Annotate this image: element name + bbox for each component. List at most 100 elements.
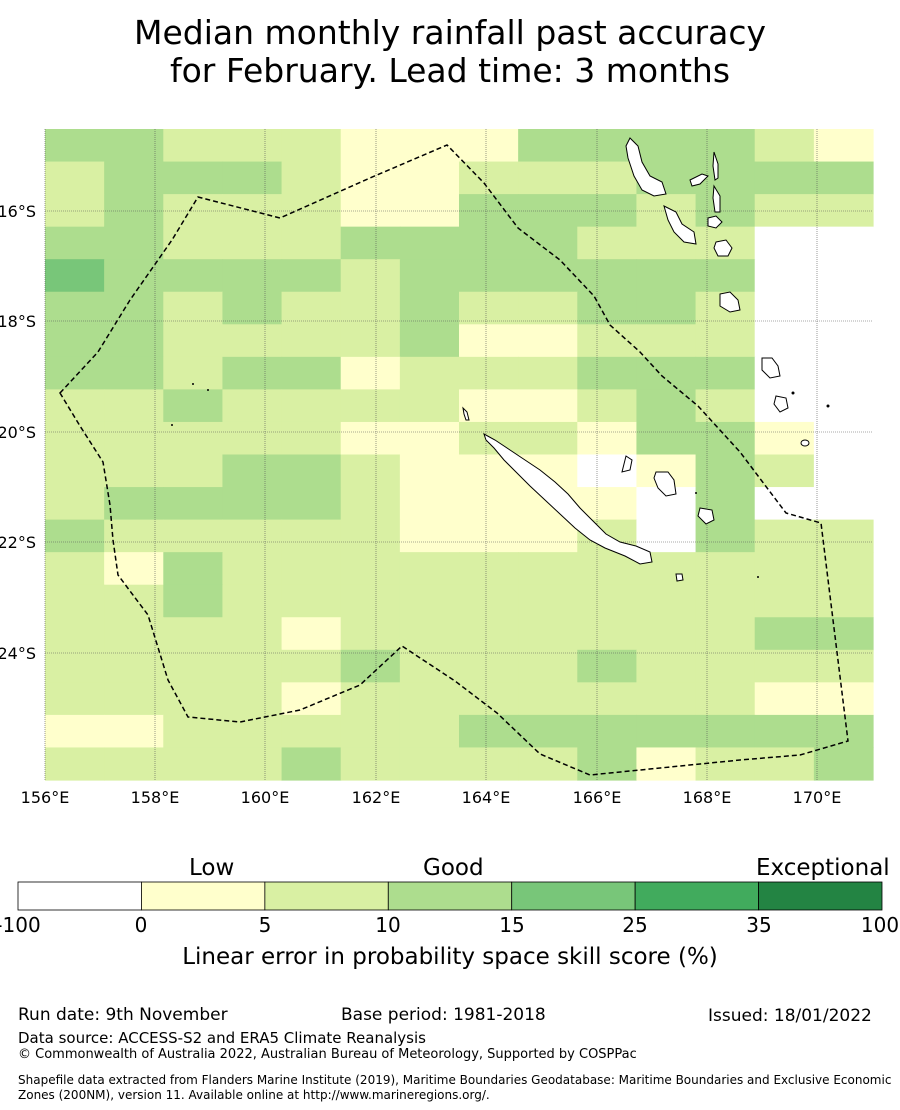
malekula-island: [663, 205, 697, 245]
grid-cell: [399, 226, 460, 260]
latitude-label: 20°S: [0, 423, 36, 442]
grid-cell: [163, 552, 224, 586]
grid-cell: [340, 584, 401, 618]
grid-cell: [45, 617, 105, 651]
longitude-label: 164°E: [462, 788, 511, 807]
grid-cell: [636, 617, 697, 651]
graticule: [44, 129, 873, 780]
legend-exceptional-label: Exceptional: [756, 855, 890, 881]
grid-cell: [459, 617, 519, 651]
grid-cell: [163, 487, 224, 521]
grid-cell: [459, 389, 519, 423]
pentecost-island: [712, 184, 721, 213]
grid-cell: [754, 552, 815, 586]
colorbar-tick: 0: [134, 913, 148, 937]
grid-cell: [518, 747, 578, 781]
grid-cell: [104, 226, 164, 260]
grid-cell: [577, 584, 638, 618]
grid-cell: [399, 389, 460, 423]
grid-cell: [104, 584, 164, 618]
grid-cell: [459, 747, 519, 781]
grid-cell: [577, 747, 638, 781]
grid-cell: [399, 682, 460, 716]
grid-cell: [340, 519, 401, 553]
shapefile-credit: Shapefile data extracted from Flanders M…: [18, 1073, 892, 1102]
ambae-island: [689, 173, 709, 187]
grid-cell: [281, 356, 342, 390]
legend-good-label: Good: [423, 855, 484, 881]
grid-cell: [163, 389, 224, 423]
small-islet: [207, 389, 209, 391]
grid-cell: [45, 519, 105, 553]
grid-cell: [45, 291, 105, 325]
grid-cell: [222, 584, 283, 618]
grid-cell: [518, 519, 578, 553]
longitude-label: 158°E: [131, 788, 180, 807]
colorbar-tick: -100: [0, 913, 41, 937]
grid-cell: [813, 226, 874, 260]
grid-cell: [577, 356, 638, 390]
grid-cell: [399, 747, 460, 781]
grid-cell: [340, 649, 401, 683]
base-period: Base period: 1981-2018: [341, 1005, 546, 1025]
grid-cell: [518, 291, 578, 325]
grid-cell: [222, 259, 283, 293]
colorbar: [17, 881, 883, 911]
longitude-label: 162°E: [352, 788, 401, 807]
small-islet: [171, 424, 173, 426]
grid-cell: [104, 552, 164, 586]
grid-cell: [754, 226, 815, 260]
grid-cell: [399, 194, 460, 228]
grid-cell: [813, 194, 874, 228]
colorbar-tick: 100: [860, 913, 900, 937]
colorbar-tick: 35: [746, 913, 772, 937]
grid-cell: [754, 747, 815, 781]
grid-cell: [399, 421, 460, 456]
small-islet: [826, 404, 830, 408]
mare-island: [697, 507, 715, 525]
grid-cell: [813, 747, 874, 781]
grid-cell: [813, 129, 874, 163]
grid-cell: [163, 129, 224, 163]
grid-cell: [754, 454, 815, 488]
grid-cell: [518, 389, 578, 423]
longitude-label: 168°E: [683, 788, 732, 807]
grid-cell: [104, 259, 164, 293]
grid-cell: [695, 682, 756, 716]
grid-cell: [104, 682, 164, 716]
grid-cell: [518, 129, 578, 163]
grid-cell: [695, 421, 756, 456]
grid-cell: [222, 552, 283, 586]
grid-cell: [163, 356, 224, 390]
grid-cell: [281, 259, 342, 293]
grid-cell: [222, 324, 283, 358]
grid-cell: [636, 356, 697, 390]
lifou-island: [653, 471, 677, 497]
grid-cell: [518, 552, 578, 586]
grid-cell: [340, 356, 401, 390]
latitude-label: 22°S: [0, 533, 36, 552]
grid-cell: [45, 584, 105, 618]
colorbar-segment: [17, 881, 142, 911]
small-islet: [757, 576, 759, 578]
grid-cell: [281, 161, 342, 195]
colorbar-tick: 10: [375, 913, 401, 937]
grid-cell: [222, 356, 283, 390]
grid-cell: [754, 617, 815, 651]
grid-cell: [695, 389, 756, 423]
longitude-labels: 156°E 158°E 160°E 162°E 164°E 166°E 168°E 170°E: [21, 788, 842, 807]
grid-cell: [340, 747, 401, 781]
grid-cell: [340, 714, 401, 749]
grid-cell: [163, 617, 224, 651]
grid-cell: [281, 617, 342, 651]
grid-cell: [813, 291, 874, 325]
grid-cell: [399, 552, 460, 586]
grid-cell: [45, 649, 105, 683]
ouvea-island: [621, 455, 633, 473]
grid-cell: [45, 194, 105, 228]
grid-cell: [281, 649, 342, 683]
grid-cell: [459, 194, 519, 228]
grid-cell: [399, 324, 460, 358]
grid-cell: [45, 324, 105, 358]
grid-cell: [163, 519, 224, 553]
